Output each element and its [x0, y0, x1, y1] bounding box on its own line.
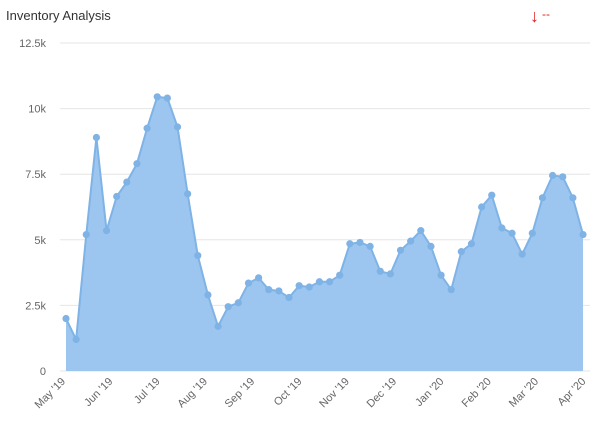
widget-title: Inventory Analysis: [6, 8, 111, 23]
y-tick-label: 10k: [28, 104, 46, 116]
data-point: [356, 238, 364, 247]
data-point: [467, 240, 476, 248]
y-tick-label: 2.5k: [25, 300, 46, 312]
data-point: [315, 278, 324, 286]
data-point: [133, 160, 141, 168]
data-point: [538, 194, 547, 202]
data-point: [336, 271, 344, 279]
data-point: [488, 191, 496, 199]
data-point: [62, 314, 70, 323]
data-point: [153, 93, 161, 101]
data-point: [579, 230, 587, 239]
x-tick-label: Feb '20: [460, 376, 494, 410]
y-tick-label: 12.5k: [19, 38, 46, 50]
x-tick-label: Dec '19: [365, 376, 400, 411]
data-point: [204, 291, 212, 299]
data-point: [518, 250, 526, 258]
y-tick-label: 0: [40, 366, 46, 378]
data-point: [244, 279, 253, 287]
area-fill: [66, 96, 583, 371]
data-point: [265, 286, 273, 294]
data-point: [224, 303, 232, 311]
data-point: [82, 230, 90, 239]
x-tick-label: Jun '19: [82, 376, 115, 409]
trend-value: --: [542, 7, 550, 21]
data-point: [559, 173, 567, 181]
data-point: [275, 287, 283, 295]
data-point: [386, 270, 394, 278]
data-point: [437, 271, 445, 279]
data-point: [548, 171, 557, 180]
data-point: [376, 267, 384, 275]
data-point: [305, 283, 313, 291]
data-point: [214, 322, 222, 330]
x-tick-label: May '19: [33, 376, 68, 411]
y-tick-label: 5k: [34, 235, 46, 247]
x-tick-label: Nov '19: [317, 376, 352, 411]
data-point: [92, 133, 101, 142]
data-point: [498, 224, 506, 232]
data-point: [366, 242, 374, 250]
data-point: [285, 293, 293, 302]
x-tick-label: Oct '19: [272, 376, 305, 409]
data-point: [325, 278, 334, 286]
x-tick-label: Jul '19: [132, 376, 163, 407]
data-point: [113, 192, 121, 201]
data-point: [346, 240, 354, 248]
data-point: [173, 123, 182, 131]
data-point: [478, 203, 486, 211]
x-tick-label: Aug '19: [175, 376, 210, 411]
data-point: [123, 178, 131, 186]
data-point: [457, 248, 465, 256]
x-tick-label: Apr '20: [556, 376, 589, 409]
data-point: [528, 229, 536, 237]
data-point: [143, 124, 151, 132]
x-tick-label: Jan '20: [413, 376, 446, 409]
trend-indicator: ↓ --: [530, 6, 550, 27]
data-point: [447, 286, 455, 294]
data-point: [569, 194, 577, 202]
data-point: [184, 190, 192, 198]
data-point: [234, 299, 242, 307]
data-point: [407, 237, 415, 245]
data-point: [163, 94, 171, 102]
x-tick-label: Sep '19: [223, 376, 258, 411]
data-point: [72, 335, 80, 344]
data-point: [295, 282, 303, 290]
down-arrow-icon: ↓: [530, 6, 539, 26]
y-tick-label: 7.5k: [25, 169, 46, 181]
data-point: [396, 246, 405, 254]
data-point: [427, 242, 435, 250]
x-tick-label: Mar '20: [507, 376, 541, 410]
series-line: [65, 95, 584, 344]
data-point: [417, 227, 425, 235]
data-point: [508, 229, 516, 237]
data-point: [194, 251, 202, 260]
data-point: [102, 227, 111, 235]
data-point: [255, 274, 263, 282]
